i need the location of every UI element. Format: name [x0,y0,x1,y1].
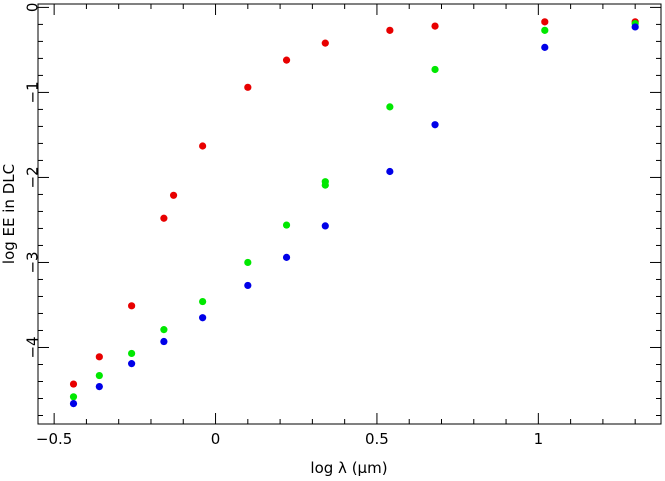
y-tick-label: −3 [24,251,42,273]
x-tick-labels: −0.5 0 0.5 1 [36,430,543,448]
y-tick-label: −2 [24,166,42,188]
red-data-point [431,22,439,30]
blue-data-point [95,382,103,391]
blue-data-point [160,337,168,346]
red-data-point [199,142,207,150]
red-data-point [69,380,78,388]
red-data-point [282,56,291,64]
data-points [69,18,639,408]
plot-frame [37,3,662,425]
y-tick-label: −1 [24,81,42,103]
blue-data-point [431,121,439,129]
y-tick-label: −4 [24,336,42,358]
blue-data-point [541,43,549,51]
green-data-point [199,297,207,306]
blue-data-point [69,399,78,408]
red-data-point [169,191,178,199]
green-data-point [95,371,103,380]
green-data-point [128,349,136,358]
blue-data-point [244,281,252,290]
red-data-point [160,214,168,222]
y-tick-label: 0 [24,3,42,13]
green-data-point [386,103,394,111]
x-axis-label: log λ (μm) [310,459,387,477]
blue-data-point [282,253,291,261]
blue-data-point [128,360,136,368]
green-data-point [160,326,168,334]
red-data-point [128,302,136,310]
x-tick-label: 0 [211,430,221,448]
green-data-point [541,26,549,34]
green-data-point [282,221,291,229]
green-data-point [431,65,439,74]
green-data-point [69,393,78,401]
blue-data-point [199,314,207,322]
green-data-point [244,258,252,267]
blue-data-point [321,222,329,230]
axis-ticks [38,4,661,424]
green-data-point [321,181,329,189]
red-data-point [95,353,103,361]
red-data-point [541,18,549,26]
y-axis-label: log EE in DLC [0,164,18,264]
y-tick-labels: 0 −1 −2 −3 −4 [24,3,42,359]
blue-data-point [386,167,394,176]
x-tick-label: 1 [534,430,544,448]
red-data-point [244,83,252,91]
red-data-point [321,39,329,47]
red-data-point [386,26,394,34]
blue-data-point [631,23,639,31]
x-tick-label: 0.5 [365,430,389,448]
x-tick-label: −0.5 [36,430,72,448]
